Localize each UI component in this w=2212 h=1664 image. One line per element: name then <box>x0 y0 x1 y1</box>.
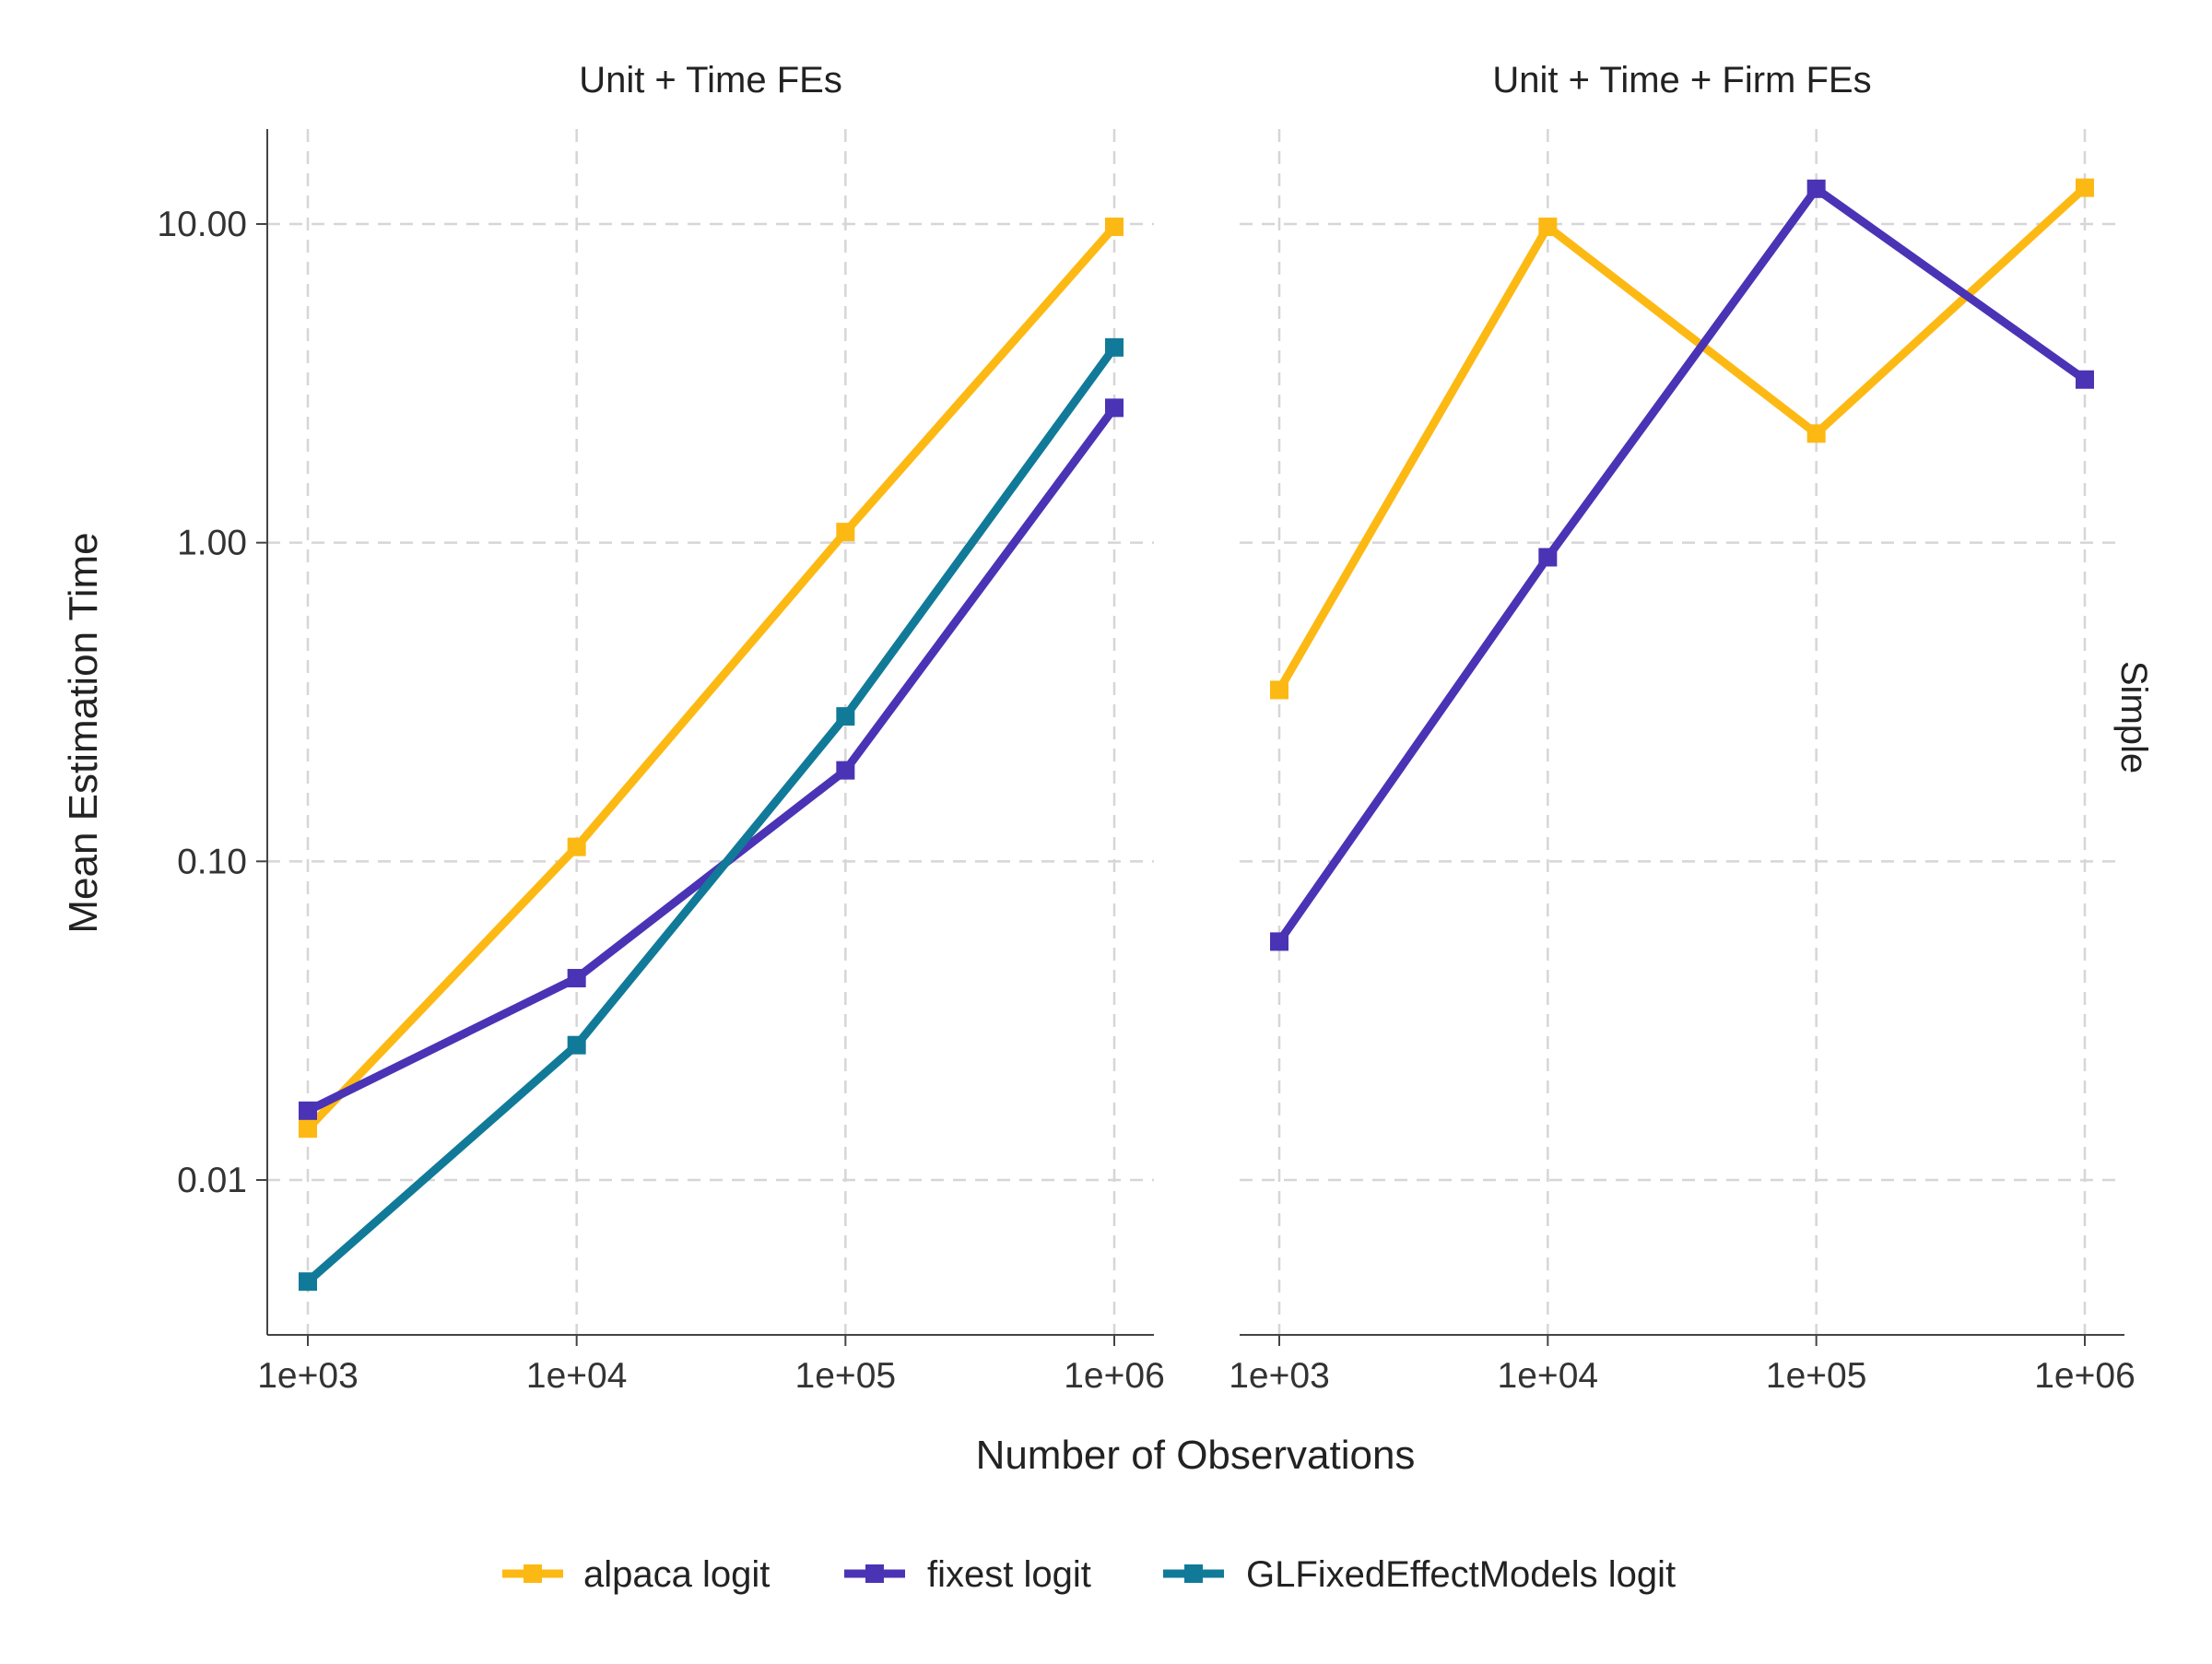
data-point <box>1105 218 1124 237</box>
data-point <box>1538 548 1558 567</box>
data-point <box>2076 370 2094 389</box>
x-tick-label: 1e+05 <box>1766 1356 1867 1396</box>
legend-label: GLFixedEffectModels logit <box>1246 1554 1676 1595</box>
data-point <box>567 969 586 988</box>
data-point <box>1105 337 1124 357</box>
data-point <box>1105 398 1124 418</box>
data-point <box>1806 424 1826 443</box>
x-tick-label: 1e+04 <box>526 1356 628 1396</box>
x-tick-label: 1e+03 <box>257 1356 359 1396</box>
data-point <box>567 837 586 856</box>
data-point <box>2076 178 2094 197</box>
series-line <box>1275 183 2089 694</box>
y-tick-label: 0.10 <box>177 842 247 881</box>
data-point <box>299 1272 317 1292</box>
series-line <box>303 222 1119 1133</box>
y-tick-label: 0.01 <box>177 1161 247 1200</box>
series-line <box>1275 184 2089 946</box>
legend-key-marker <box>524 1564 542 1583</box>
data-point <box>299 1119 317 1139</box>
data-point <box>836 523 855 542</box>
x-axis-title: Number of Observations <box>976 1433 1416 1478</box>
data-point <box>836 707 855 726</box>
legend-key-marker <box>865 1564 884 1583</box>
data-point <box>1538 218 1558 237</box>
strip-label: Simple <box>2113 661 2154 773</box>
data-point <box>1270 932 1288 951</box>
legend-label: alpaca logit <box>583 1554 770 1595</box>
x-tick-label: 1e+05 <box>795 1356 897 1396</box>
legend-key-marker <box>1184 1564 1203 1583</box>
series-line <box>303 343 1119 1286</box>
facet-title: Unit + Time FEs <box>579 60 842 100</box>
facet-title: Unit + Time + Firm FEs <box>1492 60 1871 100</box>
y-tick-label: 1.00 <box>177 524 247 563</box>
data-point <box>299 1101 317 1120</box>
data-point <box>1270 680 1288 700</box>
legend-label: fixest logit <box>927 1554 1091 1595</box>
x-tick-label: 1e+06 <box>1064 1356 1165 1396</box>
data-point <box>836 761 855 780</box>
y-axis-title: Mean Estimation Time <box>61 532 106 933</box>
x-tick-label: 1e+06 <box>2034 1356 2136 1396</box>
x-tick-label: 1e+03 <box>1229 1356 1330 1396</box>
y-tick-label: 10.00 <box>157 205 247 244</box>
x-tick-label: 1e+04 <box>1498 1356 1599 1396</box>
data-point <box>1806 179 1826 198</box>
data-point <box>567 1035 586 1055</box>
